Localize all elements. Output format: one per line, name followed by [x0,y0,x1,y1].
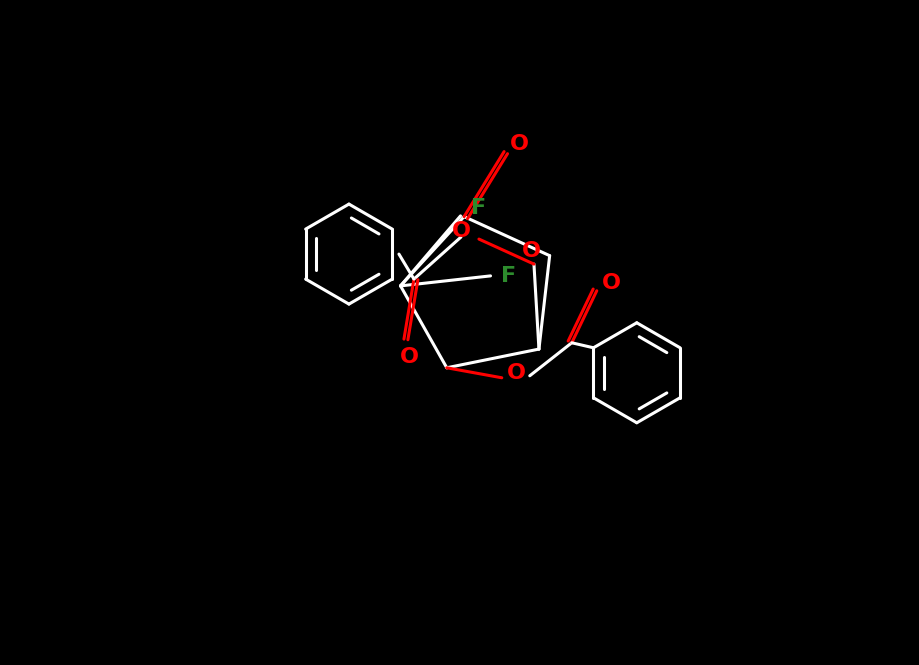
Text: O: O [451,221,470,241]
Text: F: F [471,198,485,218]
Text: O: O [506,363,526,383]
Text: O: O [399,347,418,367]
Text: F: F [501,266,516,286]
Text: O: O [509,134,528,154]
Text: O: O [602,273,620,293]
Text: O: O [522,241,540,261]
